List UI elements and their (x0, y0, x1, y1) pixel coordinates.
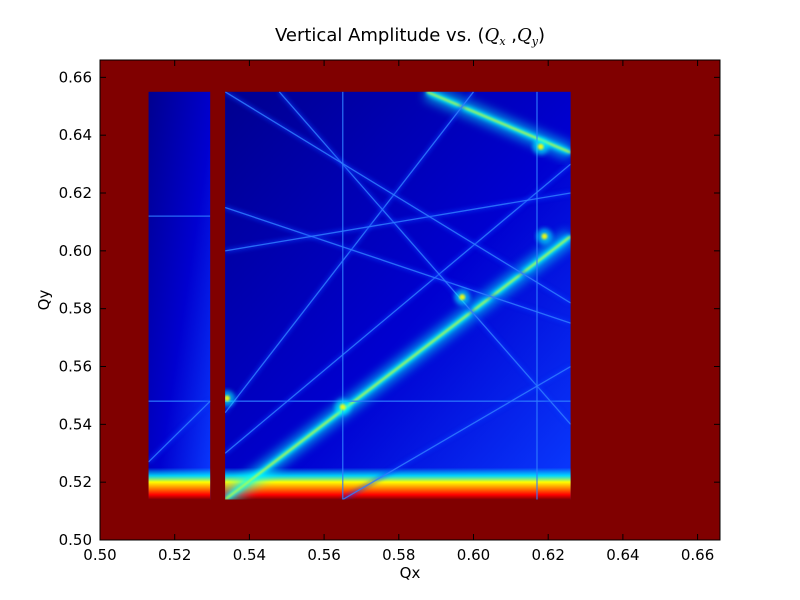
x-tick-label: 0.62 (531, 546, 564, 564)
y-tick-label: 0.64 (59, 126, 92, 144)
resonance-left-strip-diagonal (148, 400, 211, 463)
resonance-anti-diagonal-b (278, 91, 571, 425)
hotspot-upper-right (537, 143, 544, 150)
y-axis: 0.50 0.52 0.54 0.56 0.58 0.60 0.62 0.64 0.66 (59, 68, 720, 549)
x-axis: 0.50 0.52 0.54 0.56 0.58 0.60 0.62 0.64 0.66 (83, 60, 714, 564)
amplitude-band-left-strip (148, 467, 211, 500)
plot-area (100, 60, 720, 540)
y-tick-label: 0.66 (59, 68, 92, 86)
stable-region-left-strip (148, 91, 211, 500)
x-tick-label: 0.60 (457, 546, 490, 564)
x-tick-label: 0.58 (382, 546, 415, 564)
y-tick-label: 0.56 (59, 358, 92, 376)
chart-title: Vertical Amplitude vs. (Qx ,Qy) (275, 25, 545, 48)
amplitude-band-main-region (225, 467, 571, 500)
y-tick-label: 0.60 (59, 242, 92, 260)
y-axis-label: Qy (35, 290, 53, 311)
hotspot-mid (459, 294, 466, 301)
y-tick-label: 0.58 (59, 300, 92, 318)
resonance-diagonal-a (224, 163, 571, 454)
x-tick-label: 0.64 (606, 546, 639, 564)
stable-region-main-region (225, 91, 571, 500)
y-tick-label: 0.54 (59, 415, 92, 433)
x-tick-label: 0.54 (233, 546, 266, 564)
x-tick-label: 0.56 (307, 546, 340, 564)
hotspot-right-mid (541, 233, 548, 240)
x-tick-label: 0.50 (83, 546, 116, 564)
y-tick-label: 0.62 (59, 184, 92, 202)
resonance-anti-diagonal-c (225, 192, 571, 252)
resonance-anti-diagonal-a (224, 206, 571, 324)
resonance-lower-diagonal (342, 365, 571, 500)
resonance-diagonal-b (224, 91, 475, 414)
x-tick-label: 0.52 (158, 546, 191, 564)
hotspot-lower (339, 403, 346, 410)
resonance-main-diagonal-band (224, 235, 571, 500)
y-tick-label: 0.52 (59, 473, 92, 491)
plot-frame (99, 59, 721, 541)
x-tick-label: 0.66 (681, 546, 714, 564)
hotspot-low-left (223, 395, 230, 402)
resonance-steep-line (224, 91, 571, 304)
y-tick-label: 0.50 (59, 531, 92, 549)
x-axis-label: Qx (400, 564, 421, 582)
resonance-lines (148, 91, 571, 500)
